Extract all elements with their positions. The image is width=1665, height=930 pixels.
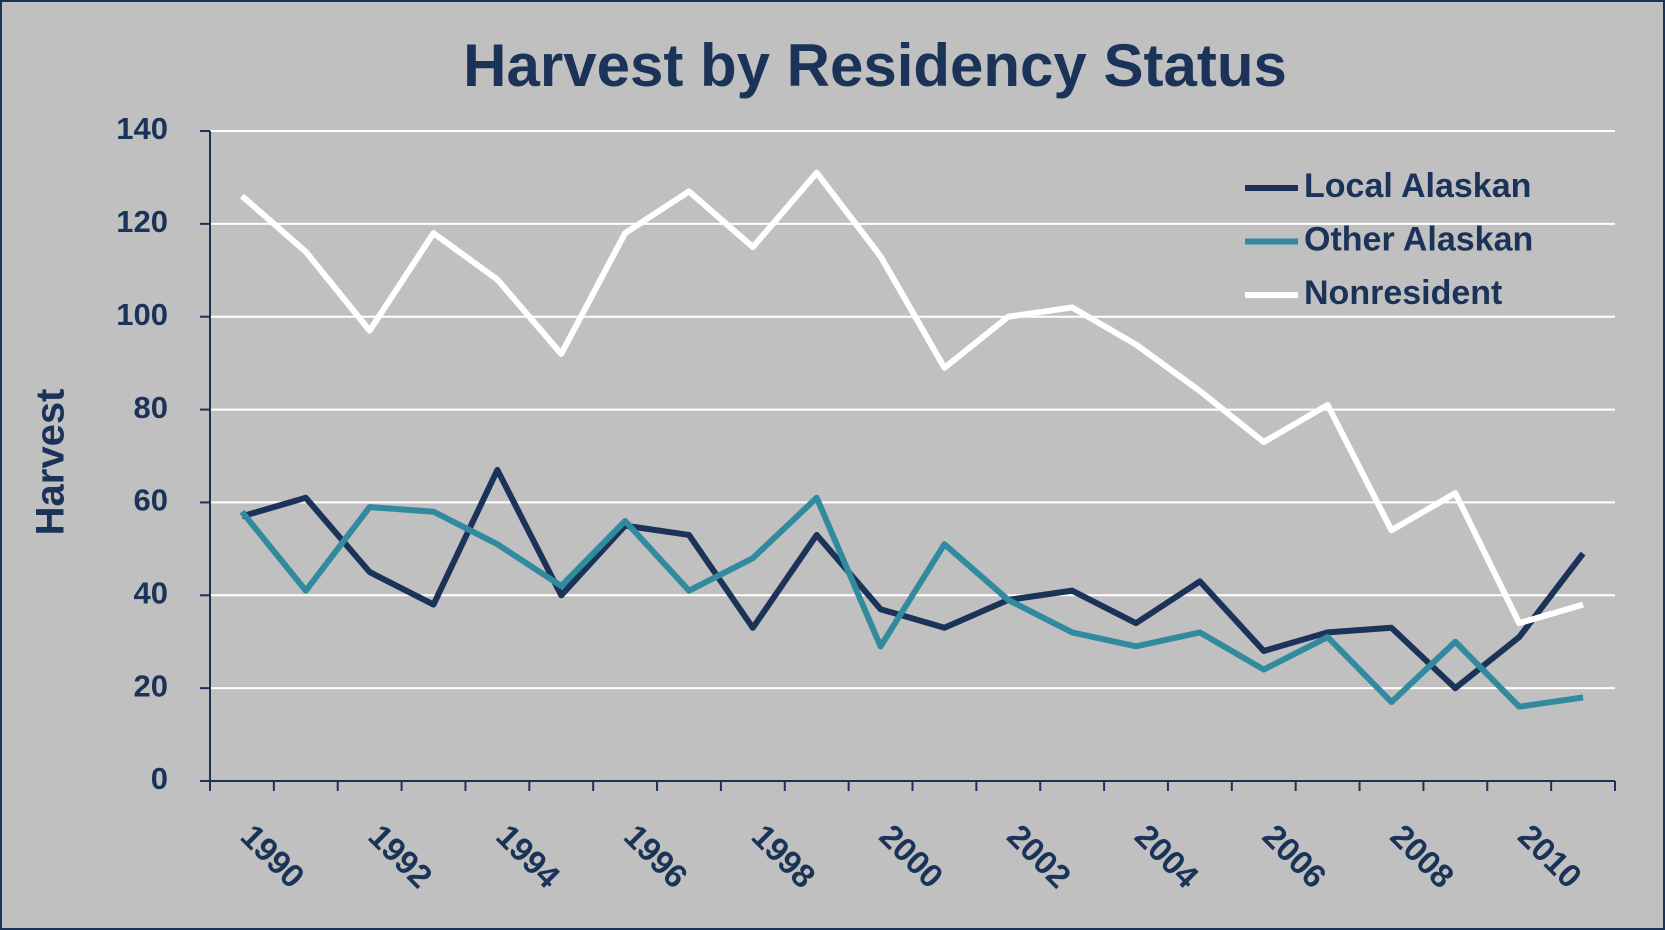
legend-label: Nonresident xyxy=(1304,274,1502,312)
y-axis-label: Harvest xyxy=(29,389,73,536)
y-tick-label: 40 xyxy=(134,575,168,610)
y-tick-label: 20 xyxy=(134,668,168,703)
y-tick-label: 100 xyxy=(116,297,168,332)
series-line xyxy=(241,466,1586,692)
series-line xyxy=(239,494,1584,710)
legend-label: Other Alaskan xyxy=(1304,220,1533,258)
series-line xyxy=(239,169,1584,627)
y-tick-label: 60 xyxy=(134,483,168,518)
y-tick-label: 80 xyxy=(134,390,168,425)
y-tick-label: 140 xyxy=(116,111,168,146)
y-tick-label: 120 xyxy=(116,204,168,239)
legend-label: Local Alaskan xyxy=(1304,167,1531,205)
chart-title: Harvest by Residency Status xyxy=(463,32,1287,99)
y-tick-label: 0 xyxy=(151,761,168,796)
